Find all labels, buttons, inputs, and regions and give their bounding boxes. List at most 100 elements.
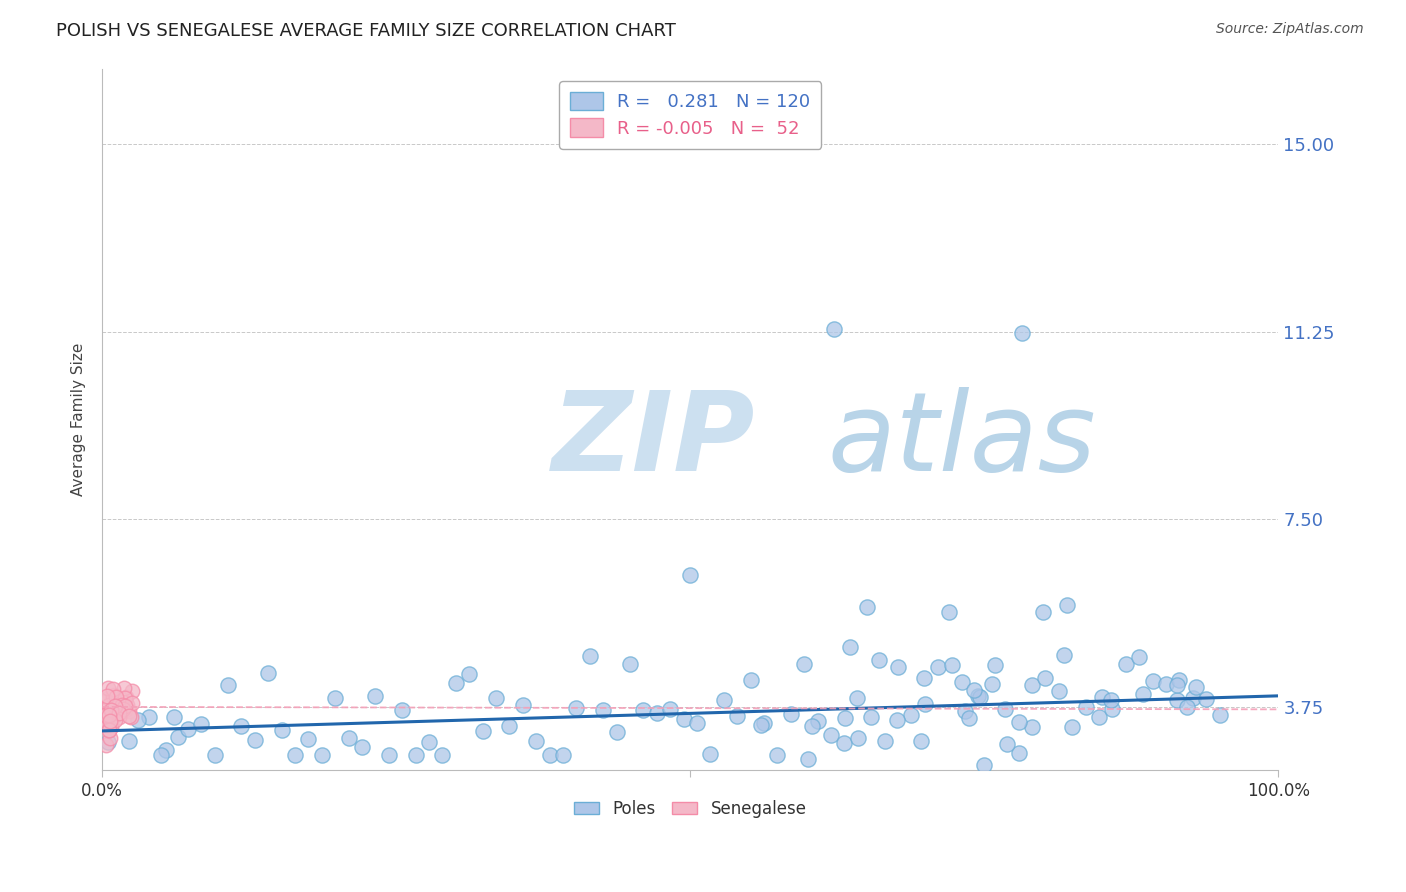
Point	[725, 709, 748, 723]
Point	[96, 707, 118, 722]
Point	[96, 710, 118, 724]
Point	[243, 733, 266, 747]
Point	[323, 691, 346, 706]
Point	[96, 690, 118, 704]
Text: ZIP: ZIP	[551, 387, 755, 494]
Point	[100, 720, 122, 734]
Point	[101, 706, 124, 720]
Point	[1062, 720, 1084, 734]
Point	[458, 666, 481, 681]
Point	[163, 710, 186, 724]
Point	[204, 747, 226, 762]
Point	[1091, 690, 1114, 704]
Point	[846, 731, 869, 745]
Point	[941, 657, 963, 672]
Point	[820, 728, 842, 742]
Point	[578, 649, 600, 664]
Point	[97, 723, 120, 738]
Point	[633, 703, 655, 717]
Point	[1132, 687, 1154, 701]
Point	[108, 698, 131, 712]
Point	[97, 698, 120, 712]
Point	[1007, 746, 1029, 760]
Point	[927, 660, 949, 674]
Point	[108, 710, 131, 724]
Point	[1047, 684, 1070, 698]
Point	[967, 689, 990, 703]
Point	[969, 690, 991, 704]
Point	[1128, 650, 1150, 665]
Point	[565, 701, 588, 715]
Text: atlas: atlas	[828, 387, 1097, 494]
Point	[100, 709, 122, 723]
Point	[118, 708, 141, 723]
Point	[405, 747, 427, 762]
Point	[127, 713, 149, 727]
Point	[963, 682, 986, 697]
Point	[807, 714, 830, 728]
Point	[1035, 671, 1057, 685]
Point	[97, 681, 120, 695]
Point	[740, 673, 762, 687]
Point	[779, 707, 801, 722]
Point	[838, 640, 860, 655]
Point	[834, 735, 856, 749]
Point	[1166, 678, 1188, 692]
Point	[645, 706, 668, 721]
Point	[100, 712, 122, 726]
Point	[699, 747, 721, 761]
Point	[1166, 693, 1188, 707]
Point	[121, 696, 143, 710]
Point	[98, 707, 121, 722]
Point	[855, 600, 877, 615]
Point	[749, 718, 772, 732]
Point	[659, 701, 682, 715]
Point	[101, 701, 124, 715]
Point	[257, 666, 280, 681]
Point	[512, 698, 534, 712]
Point	[101, 682, 124, 697]
Point	[270, 723, 292, 737]
Point	[97, 714, 120, 729]
Point	[101, 706, 124, 720]
Point	[96, 708, 118, 723]
Point	[910, 734, 932, 748]
Point	[94, 707, 117, 722]
Point	[752, 715, 775, 730]
Point	[297, 732, 319, 747]
Point	[150, 747, 173, 762]
Point	[538, 747, 561, 762]
Point	[350, 739, 373, 754]
Point	[100, 718, 122, 732]
Point	[912, 671, 935, 685]
Point	[973, 758, 995, 772]
Point	[1021, 720, 1043, 734]
Point	[766, 747, 789, 762]
Point	[98, 714, 121, 728]
Point	[995, 737, 1018, 751]
Point	[900, 708, 922, 723]
Point	[103, 689, 125, 703]
Point	[378, 747, 401, 762]
Point	[980, 677, 1002, 691]
Point	[686, 716, 709, 731]
Point	[114, 681, 136, 696]
Point	[592, 703, 614, 717]
Point	[1021, 678, 1043, 692]
Point	[1056, 598, 1078, 612]
Point	[672, 712, 695, 726]
Point	[97, 691, 120, 706]
Point	[105, 698, 128, 712]
Point	[953, 705, 976, 719]
Point	[823, 322, 845, 336]
Point	[94, 714, 117, 729]
Point	[797, 752, 820, 766]
Point	[1101, 702, 1123, 716]
Point	[846, 691, 869, 706]
Point	[1032, 605, 1054, 619]
Point	[957, 711, 980, 725]
Point	[101, 689, 124, 703]
Point	[104, 699, 127, 714]
Text: Source: ZipAtlas.com: Source: ZipAtlas.com	[1216, 22, 1364, 37]
Point	[938, 605, 960, 619]
